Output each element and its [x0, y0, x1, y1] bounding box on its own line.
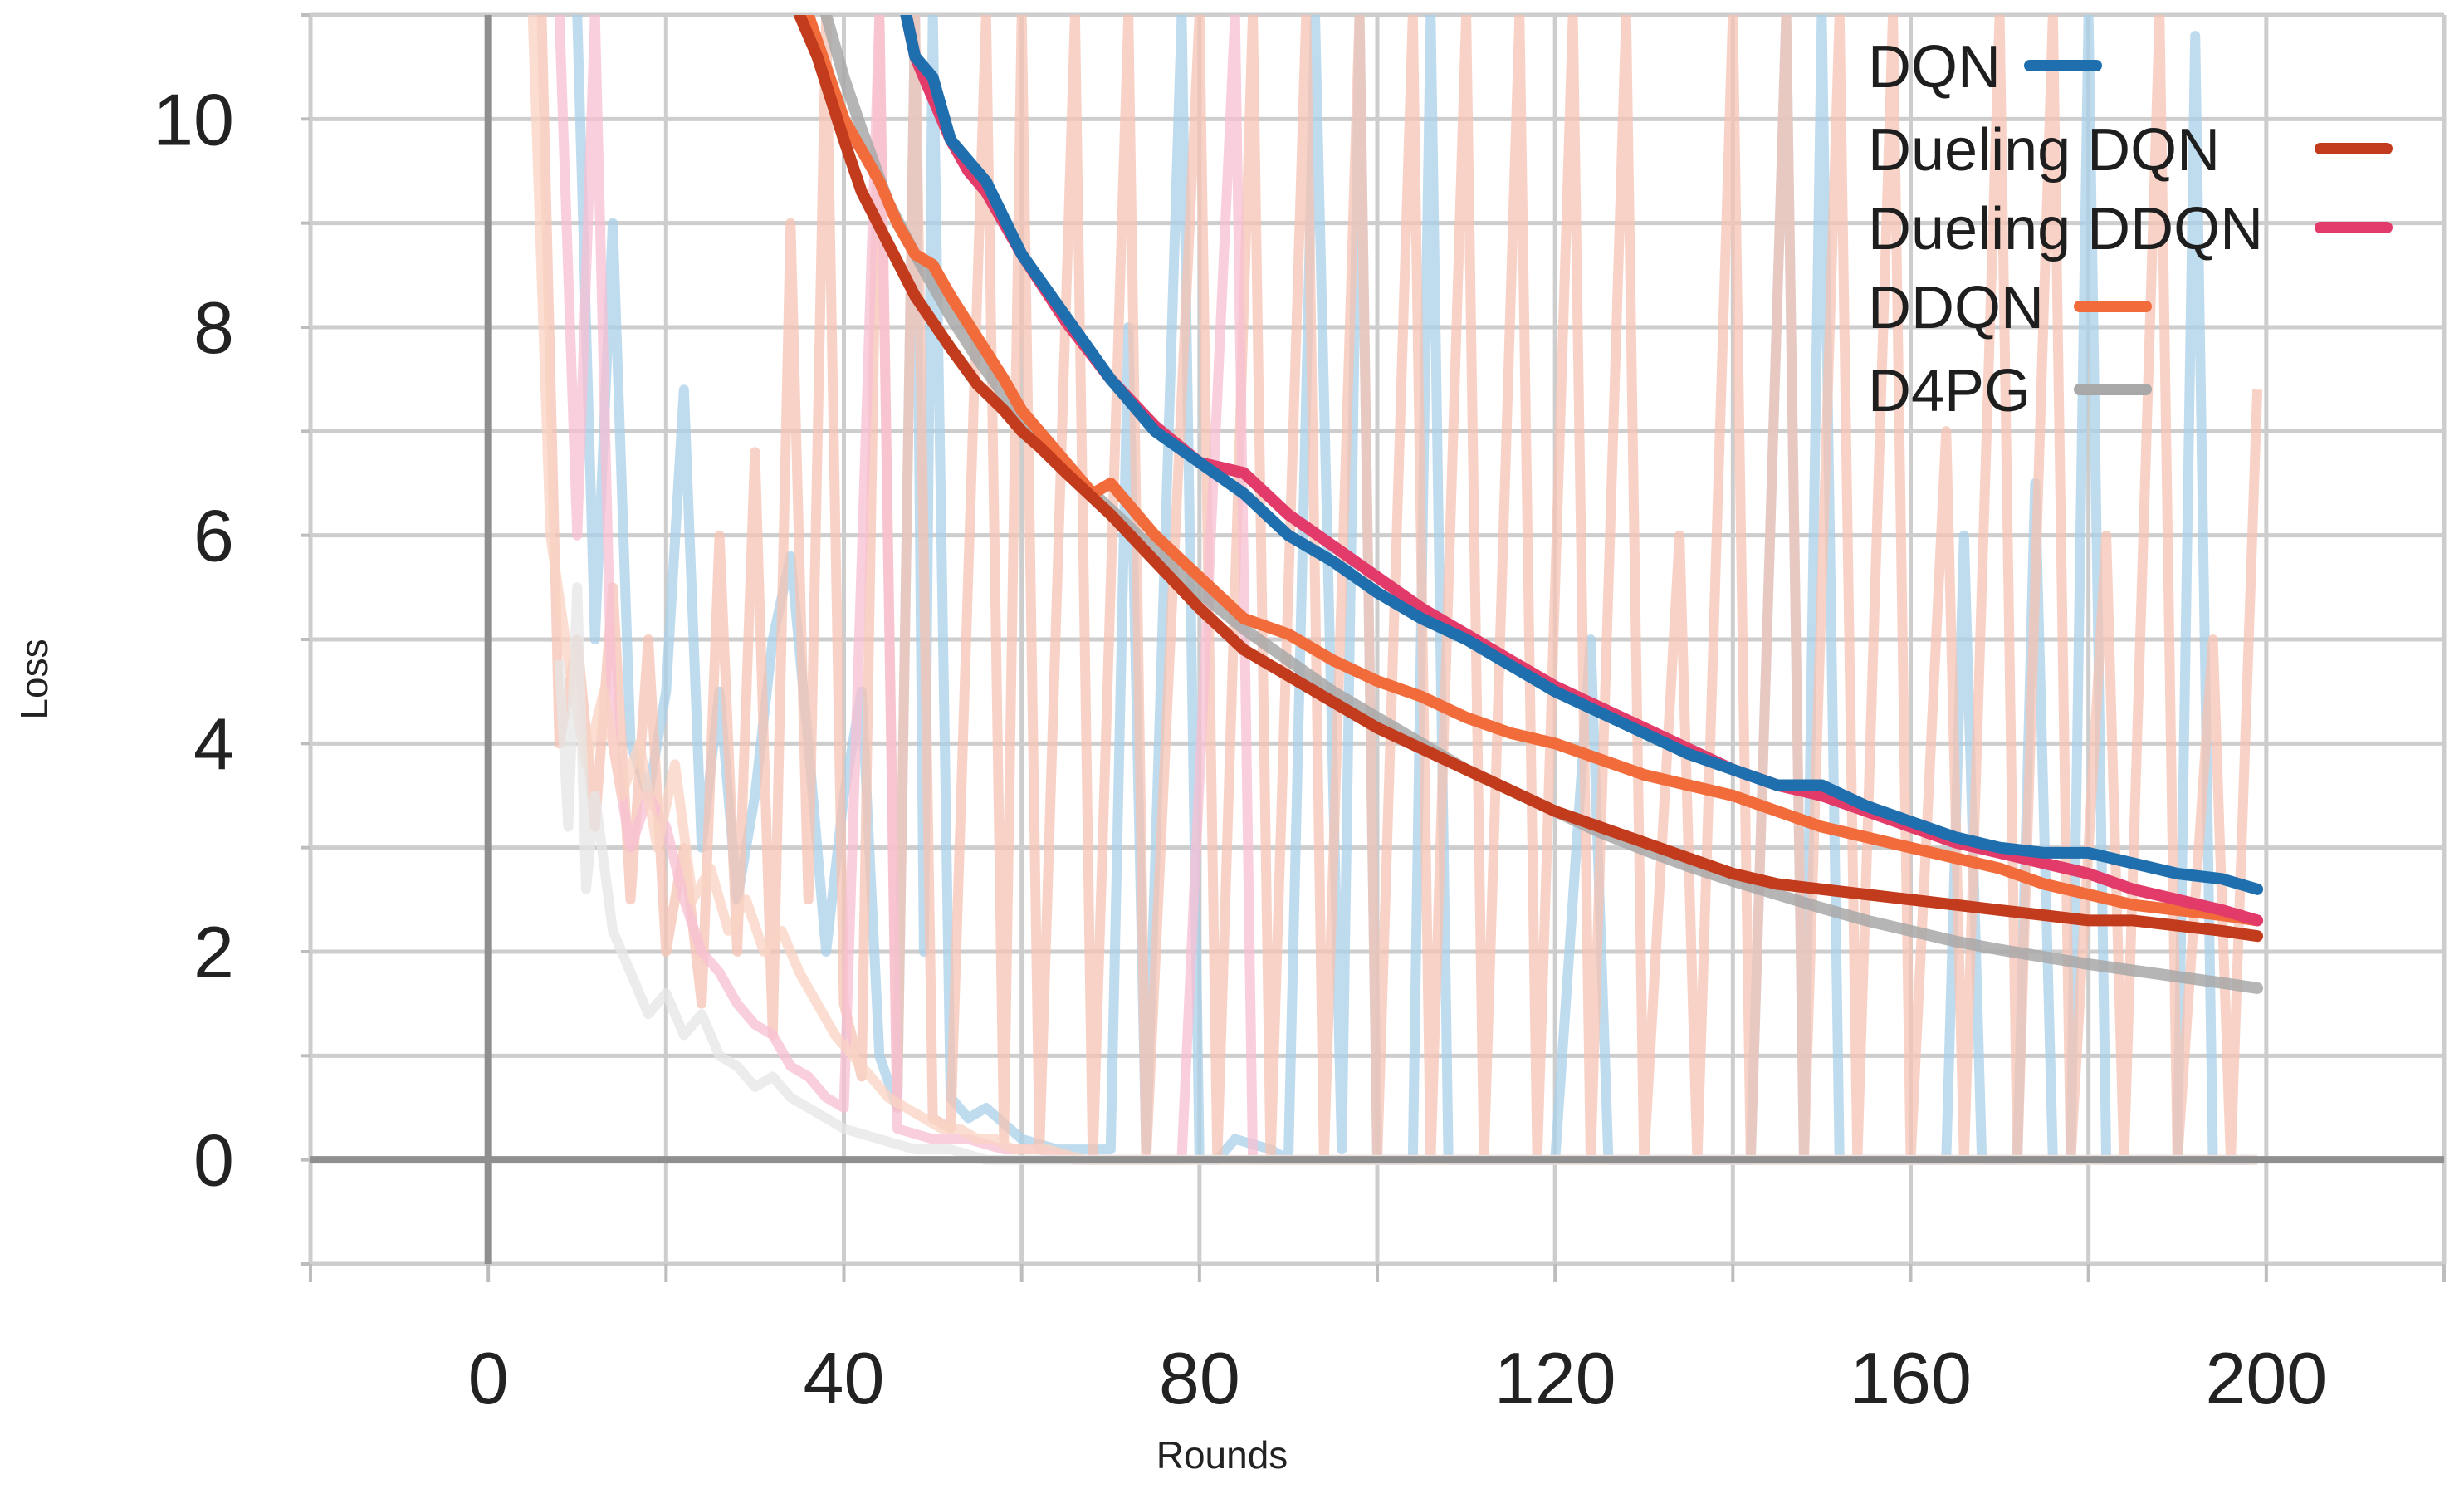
x-axis-title: Rounds [1156, 1433, 1288, 1477]
raw-line-dueling-dqn [536, 15, 2263, 1165]
y-tick-label-4: 4 [193, 703, 234, 785]
legend-item-ddqn: DDQN [1868, 275, 2152, 341]
smoothed-line-dueling-dqn [794, 15, 2264, 943]
y-tick-label-0: 0 [193, 1119, 234, 1202]
smoothed-line-ddqn [802, 15, 2264, 927]
legend-item-dueling-dqn: Dueling DQN [1868, 117, 2393, 184]
x-tick-labels: 0 40 80 120 160 200 [468, 1337, 2328, 1419]
legend-item-dueling-ddqn: Dueling DDQN [1868, 196, 2393, 262]
legend-label-dqn: DQN [1868, 34, 2001, 100]
legend: DQN Dueling DQN Dueling DDQN DDQN D4PG [1868, 34, 2393, 424]
y-axis-title: Loss [12, 639, 56, 719]
legend-item-d4pg: D4PG [1868, 358, 2152, 424]
x-tick-label-120: 120 [1494, 1337, 1616, 1419]
x-tick-label-200: 200 [2205, 1337, 2327, 1419]
y-tick-labels: 0 2 4 6 8 10 [153, 78, 234, 1201]
x-tick-label-160: 160 [1850, 1337, 1972, 1419]
legend-label-dueling-dqn: Dueling DQN [1868, 117, 2220, 184]
y-tick-label-2: 2 [193, 911, 234, 993]
x-tick-label-40: 40 [804, 1337, 885, 1419]
legend-label-ddqn: DDQN [1868, 275, 2044, 341]
legend-label-d4pg: D4PG [1868, 358, 2031, 424]
x-tick-label-80: 80 [1159, 1337, 1240, 1419]
legend-item-dqn: DQN [1868, 34, 2102, 100]
legend-label-dueling-ddqn: Dueling DDQN [1868, 196, 2263, 262]
smoothed-series-layer [794, 15, 2264, 994]
y-tick-label-8: 8 [193, 287, 234, 369]
y-tick-label-10: 10 [153, 78, 234, 160]
y-tick-label-6: 6 [193, 495, 234, 577]
smoothed-line-dqn [900, 15, 2264, 895]
x-tick-label-0: 0 [468, 1337, 509, 1419]
zero-axes [310, 15, 2444, 1264]
